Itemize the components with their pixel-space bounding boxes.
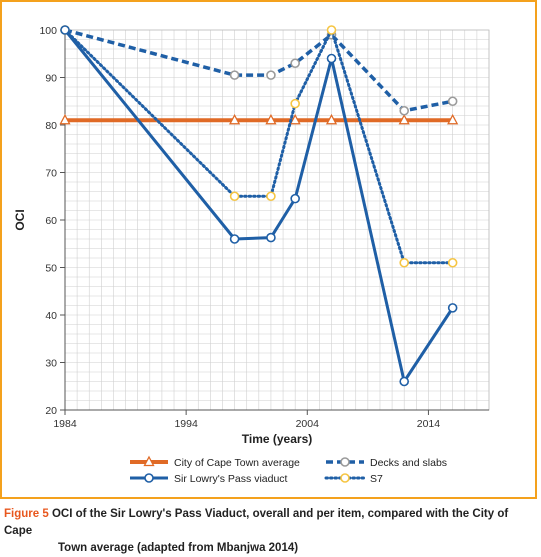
data-point-decks-and-slabs: [447, 96, 458, 107]
y-tick-labels: 20 30 40 50 60 70 80 90 100: [39, 25, 65, 417]
legend-swatch-marker: [143, 455, 155, 467]
data-point-city-of-cape-town-average: [447, 113, 459, 125]
data-point-s7: [266, 191, 276, 202]
legend-swatch-marker: [144, 473, 154, 483]
data-point-city-of-cape-town-average: [229, 113, 241, 125]
data-point-s7: [229, 191, 240, 202]
legend-swatch-marker: [340, 457, 350, 467]
data-point-decks-and-slabs: [266, 70, 276, 80]
series-group: [59, 25, 459, 387]
data-point-city-of-cape-town-average: [59, 113, 71, 125]
data-point-sir-lowry-s-pass-viaduct: [266, 232, 276, 243]
data-point-city-of-cape-town-average: [265, 113, 277, 125]
data-point-decks-and-slabs: [229, 70, 240, 80]
data-point-decks-and-slabs: [290, 58, 300, 69]
y-tick-label: 80: [45, 120, 57, 132]
legend: City of Cape Town average Decks and slabs…: [130, 455, 447, 485]
data-point-decks-and-slabs: [399, 105, 410, 116]
legend-swatch-marker: [340, 473, 350, 483]
data-point-sir-lowry-s-pass-viaduct: [399, 376, 410, 387]
series-city-of-cape-town-average: [59, 113, 459, 125]
x-tick-label: 1984: [53, 418, 77, 430]
y-tick-label: 40: [45, 310, 57, 322]
data-point-sir-lowry-s-pass-viaduct: [229, 234, 240, 244]
data-point-sir-lowry-s-pass-viaduct: [326, 53, 337, 64]
data-point-city-of-cape-town-average: [325, 113, 338, 125]
data-point-s7: [447, 257, 458, 268]
y-tick-label: 50: [45, 263, 57, 275]
y-tick-label: 70: [45, 168, 57, 180]
data-point-sir-lowry-s-pass-viaduct: [290, 193, 300, 204]
legend-item-city-of-cape-town-average: City of Cape Town average: [130, 455, 300, 469]
legend-label: S7: [370, 473, 383, 485]
legend-item-sir-lowry-s-pass-viaduct: Sir Lowry's Pass viaduct: [130, 473, 288, 485]
legend-item-decks-and-slabs: Decks and slabs: [326, 457, 447, 469]
y-tick-label: 90: [45, 73, 57, 85]
y-tick-label: 30: [45, 358, 57, 370]
legend-item-s7: S7: [324, 473, 383, 485]
y-tick-label: 60: [45, 215, 57, 227]
figure-caption: Figure 5 OCI of the Sir Lowry's Pass Via…: [4, 506, 537, 557]
y-axis-label: OCI: [13, 209, 27, 230]
grid: [64, 29, 490, 411]
data-point-city-of-cape-town-average: [289, 113, 301, 125]
data-point-s7: [399, 257, 410, 268]
data-point-sir-lowry-s-pass-viaduct: [447, 303, 458, 313]
caption-text-line1: OCI of the Sir Lowry's Pass Viaduct, ove…: [4, 508, 509, 537]
data-point-sir-lowry-s-pass-viaduct: [60, 25, 70, 35]
data-point-s7: [326, 25, 337, 35]
legend-label: City of Cape Town average: [174, 457, 300, 469]
x-tick-label: 2004: [296, 418, 320, 430]
x-tick-labels: 1984 1994 2004 2014: [53, 410, 440, 430]
legend-label: Sir Lowry's Pass viaduct: [174, 473, 288, 485]
data-point-city-of-cape-town-average: [398, 113, 410, 125]
caption-text-line2: Town average (adapted from Mbanjwa 2014): [58, 542, 299, 554]
line-chart: 20 30 40 50 60 70 80 90 100 1984 1994 2004 2014 OCI…: [13, 25, 490, 485]
x-tick-label: 2014: [417, 418, 441, 430]
series-sir-lowry-s-pass-viaduct: [60, 25, 458, 387]
y-tick-label: 20: [45, 405, 57, 417]
y-tick-label: 100: [39, 25, 57, 37]
x-tick-label: 1994: [174, 418, 198, 430]
series-decks-and-slabs: [60, 25, 458, 116]
caption-label: Figure 5: [4, 508, 49, 520]
x-axis-label: Time (years): [242, 432, 312, 446]
legend-label: Decks and slabs: [370, 457, 447, 469]
data-point-s7: [290, 98, 300, 109]
